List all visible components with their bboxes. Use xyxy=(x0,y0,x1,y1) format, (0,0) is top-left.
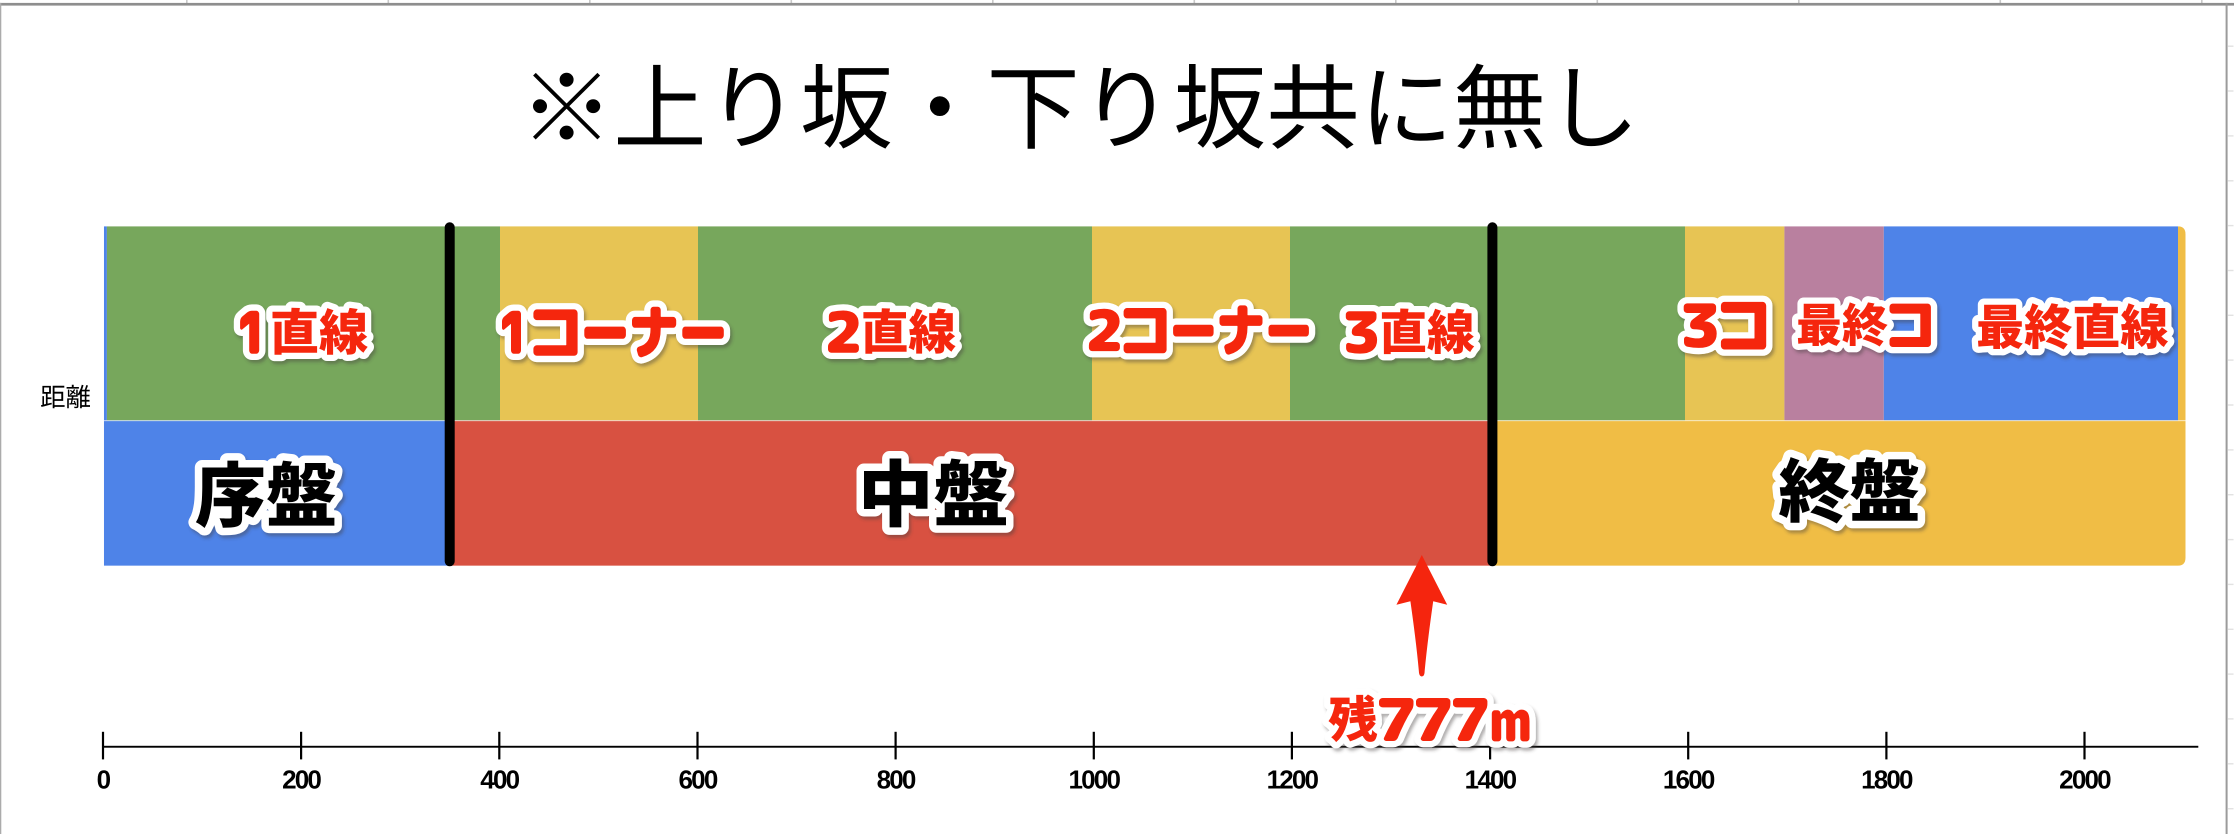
svg-text:1400: 1400 xyxy=(1465,765,1517,795)
svg-text:800: 800 xyxy=(877,765,916,795)
svg-text:200: 200 xyxy=(282,765,321,795)
svg-text:1800: 1800 xyxy=(1861,765,1913,795)
svg-text:2000: 2000 xyxy=(2059,765,2111,795)
svg-text:1600: 1600 xyxy=(1663,765,1715,795)
svg-text:1000: 1000 xyxy=(1068,765,1120,795)
svg-text:0: 0 xyxy=(97,765,111,795)
svg-text:400: 400 xyxy=(480,765,519,795)
svg-text:600: 600 xyxy=(679,765,718,795)
svg-text:1200: 1200 xyxy=(1267,765,1319,795)
